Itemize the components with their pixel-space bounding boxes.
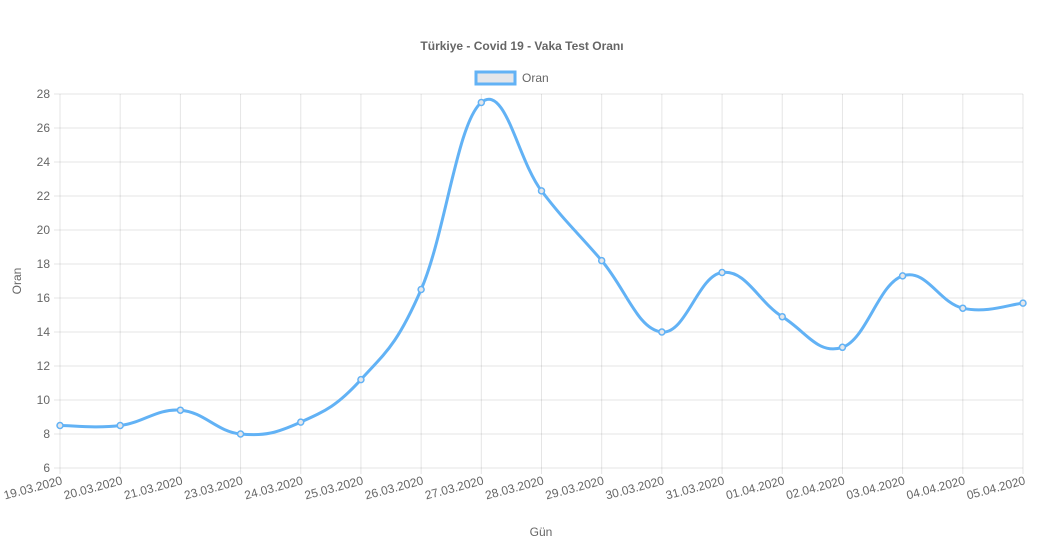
x-axis: 19.03.202020.03.202021.03.202023.03.2020… bbox=[2, 473, 1027, 502]
x-tick-label: 19.03.2020 bbox=[2, 473, 64, 502]
y-tick-label: 12 bbox=[37, 359, 51, 373]
legend-swatch[interactable] bbox=[474, 70, 517, 86]
y-axis-label: Oran bbox=[10, 268, 24, 295]
x-axis-label: Gün bbox=[530, 525, 553, 539]
data-point[interactable] bbox=[959, 304, 967, 312]
chart-title: Türkiye - Covid 19 - Vaka Test Oranı bbox=[420, 39, 623, 53]
y-axis: 6 8 10 12 14 16 18 20 22 24 26 28 bbox=[37, 87, 51, 475]
data-point[interactable] bbox=[297, 418, 305, 426]
data-point[interactable] bbox=[658, 328, 666, 336]
x-tick-label: 03.04.2020 bbox=[845, 473, 907, 502]
x-tick-label: 01.04.2020 bbox=[724, 473, 786, 502]
data-point[interactable] bbox=[56, 421, 64, 430]
y-tick-label: 16 bbox=[37, 291, 51, 305]
y-tick-label: 10 bbox=[37, 393, 51, 407]
legend-label[interactable]: Oran bbox=[522, 71, 549, 85]
x-tick-label: 02.04.2020 bbox=[785, 473, 847, 502]
data-point[interactable] bbox=[718, 268, 726, 277]
data-point[interactable] bbox=[838, 343, 847, 352]
y-tick-label: 14 bbox=[37, 325, 51, 339]
y-tick-label: 8 bbox=[43, 427, 50, 441]
x-tick-label: 20.03.2020 bbox=[62, 473, 124, 502]
y-tick-label: 28 bbox=[37, 87, 51, 101]
x-tick-label: 28.03.2020 bbox=[484, 473, 546, 502]
y-tick-label: 24 bbox=[37, 155, 51, 169]
x-tick-label: 27.03.2020 bbox=[423, 473, 485, 502]
x-tick-label: 30.03.2020 bbox=[604, 473, 666, 502]
data-point[interactable] bbox=[537, 187, 546, 195]
data-point[interactable] bbox=[357, 375, 365, 384]
data-point[interactable] bbox=[597, 256, 606, 265]
data-point[interactable] bbox=[477, 98, 486, 107]
data-point[interactable] bbox=[778, 312, 786, 321]
x-tick-label: 24.03.2020 bbox=[243, 473, 305, 502]
legend[interactable]: Oran bbox=[474, 70, 549, 86]
x-tick-label: 04.04.2020 bbox=[905, 473, 967, 502]
data-point[interactable] bbox=[898, 272, 907, 280]
y-tick-label: 22 bbox=[37, 189, 51, 203]
x-tick-label: 05.04.2020 bbox=[965, 473, 1027, 502]
data-point[interactable] bbox=[236, 430, 245, 438]
y-tick-label: 6 bbox=[43, 461, 50, 475]
data-point[interactable] bbox=[1019, 299, 1027, 307]
data-points bbox=[56, 98, 1027, 438]
data-point[interactable] bbox=[417, 285, 425, 294]
y-tick-label: 26 bbox=[37, 121, 51, 135]
x-tick-label: 25.03.2020 bbox=[303, 473, 365, 502]
grid bbox=[54, 93, 1024, 474]
x-tick-label: 31.03.2020 bbox=[664, 473, 726, 502]
x-tick-label: 29.03.2020 bbox=[544, 473, 606, 502]
data-point[interactable] bbox=[116, 421, 124, 430]
y-tick-label: 18 bbox=[37, 257, 51, 271]
data-point[interactable] bbox=[176, 406, 185, 414]
x-tick-label: 21.03.2020 bbox=[123, 473, 185, 502]
y-tick-label: 20 bbox=[37, 223, 51, 237]
x-tick-label: 26.03.2020 bbox=[363, 473, 425, 502]
x-tick-label: 23.03.2020 bbox=[183, 473, 245, 502]
